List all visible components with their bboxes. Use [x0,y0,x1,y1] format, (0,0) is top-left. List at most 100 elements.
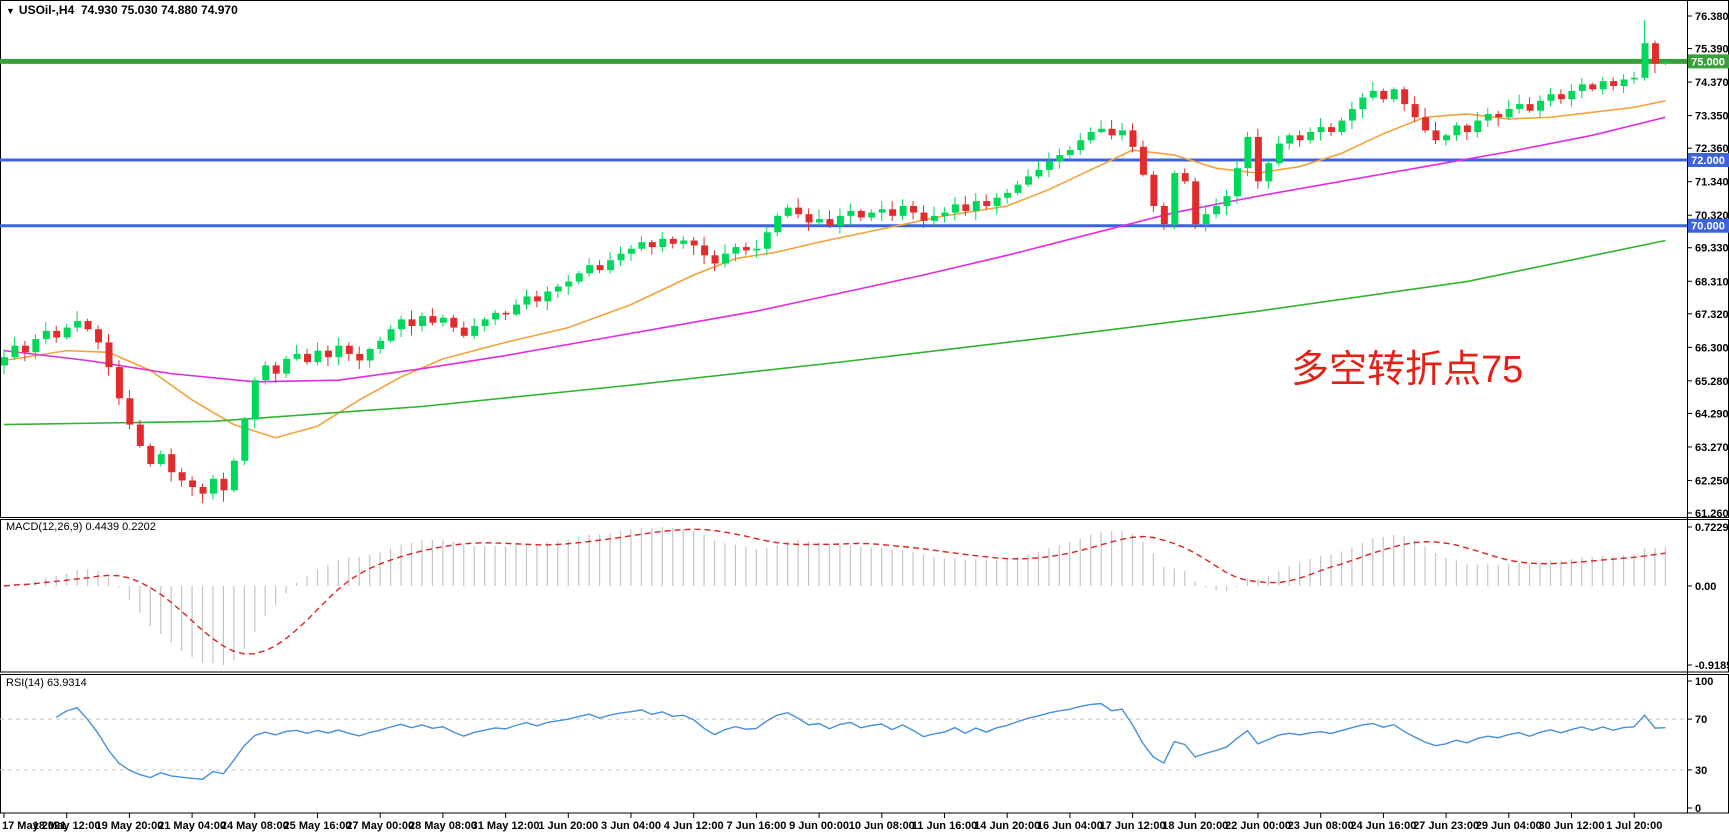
candle-body [1045,161,1053,170]
time-tick-label[interactable]: 17 Jun 12:00 [1100,820,1166,832]
candle-body [784,207,792,216]
symbol-dropdown-icon[interactable]: ▼ [6,6,15,16]
rsi-axis-label: 30 [1695,765,1707,777]
time-tick-label[interactable]: 31 May 12:00 [472,820,540,832]
time-tick-label[interactable]: 24 May 08:00 [221,820,289,832]
time-tick-label[interactable]: 14 Jun 20:00 [974,820,1040,832]
time-tick-label[interactable]: 30 Jun 12:00 [1538,820,1604,832]
time-tick-label[interactable]: 4 Jun 12:00 [664,820,724,832]
candle-body [1348,109,1356,121]
candle-body [878,209,886,213]
candle-body [1025,176,1033,185]
rsi-axis-label: 0 [1695,803,1701,815]
candle-body [795,207,803,215]
time-tick-label[interactable]: 11 Jun 16:00 [912,820,977,832]
time-tick-label[interactable]: 9 Jun 00:00 [789,820,849,832]
time-tick-label[interactable]: 18 Jun 20:00 [1162,820,1228,832]
candle-body [711,255,719,264]
candle-body [53,330,61,338]
candle-body [554,286,562,292]
time-tick-label[interactable]: 7 Jun 16:00 [726,820,786,832]
candle-body [147,445,155,465]
candle-body [1484,113,1492,121]
candle-body [1192,181,1200,225]
time-tick-label[interactable]: 17 May 2021 [2,820,66,832]
candle-body [42,330,50,340]
price-tick-label: 71.340 [1695,177,1729,189]
candle-body [857,210,865,218]
candle-body [836,215,844,226]
candle-body [356,353,364,361]
candle-body [1244,136,1252,169]
candle-body [1380,90,1388,100]
candle-body [283,358,291,374]
candle-body [1213,205,1221,215]
price-tick-label: 72.360 [1695,143,1729,155]
time-tick-label[interactable]: 25 May 16:00 [284,820,352,832]
candle-body [1442,135,1450,141]
time-tick-label[interactable]: 16 Jun 04:00 [1037,820,1103,832]
time-tick-label[interactable]: 3 Jun 04:00 [601,820,661,832]
candle-body [251,380,259,420]
candle-body [941,212,949,216]
time-tick-label[interactable]: 1 Jul 20:00 [1606,820,1662,832]
candle-body [1537,100,1545,111]
candle-body [920,212,928,221]
candle-body [565,281,573,287]
text-annotation[interactable]: 多空转折点75 [1291,349,1524,391]
candle-body [1620,79,1628,87]
candle-body [1004,192,1012,198]
time-tick-label[interactable]: 24 Jun 16:00 [1350,820,1416,832]
candle-body [1202,214,1210,225]
candle-body [1432,130,1440,141]
candle-body [1296,135,1304,141]
candle-body [199,487,207,494]
time-tick-label[interactable]: 29 Jun 04:00 [1476,820,1542,832]
time-tick-label[interactable]: 28 May 08:00 [409,820,477,832]
time-tick-label[interactable]: 1 Jun 20:00 [538,820,598,832]
macd-panel-border [0,519,1729,673]
candle-body [1317,127,1325,133]
candle-body [63,327,71,338]
candle-body [721,253,729,264]
time-tick-label[interactable]: 27 May 00:00 [346,820,414,832]
candle-body [11,345,19,358]
candle-body [492,312,500,320]
time-tick-label[interactable]: 22 Jun 00:00 [1225,820,1291,832]
candle-body [220,478,228,491]
candle-body [377,340,385,349]
candle-body [1307,132,1315,141]
candle-body [763,232,771,249]
time-tick-label[interactable]: 21 May 04:00 [158,820,226,832]
time-tick-label[interactable]: 10 Jun 08:00 [849,820,915,832]
price-tick-label: 66.300 [1695,342,1729,354]
time-tick-label[interactable]: 18 May 12:00 [33,820,101,832]
candle-body [1651,43,1659,64]
candle-body [1233,168,1241,197]
candle-body [1474,120,1482,133]
price-tick-label: 63.270 [1695,442,1729,454]
candle-body [502,312,510,315]
candle-body [1610,81,1618,87]
time-tick-label[interactable]: 27 Jun 23:00 [1413,820,1479,832]
symbol-label: USOil-,H4 [18,3,75,17]
candle-body [1526,104,1534,111]
price-badge-70.000 [1688,218,1729,233]
candle-body [1119,130,1127,136]
rsi-axis-label: 70 [1695,714,1707,726]
candle-body [1035,169,1043,177]
candle-body [1077,140,1085,151]
macd-axis-label: 0.00 [1695,581,1716,593]
candle-body [1578,84,1586,91]
price-tick-label: 67.320 [1695,309,1729,321]
candle-body [95,329,103,343]
chart-title: ▼ USOil-,H4 74.930 75.030 74.880 74.970 [6,3,238,17]
candle-body [366,348,374,361]
candle-body [868,212,876,218]
candle-body [993,197,1001,206]
time-tick-label[interactable]: 19 May 20:00 [95,820,163,832]
candle-body [1160,205,1168,225]
time-tick-label[interactable]: 23 Jun 08:00 [1288,820,1354,832]
candle-body [1139,146,1147,175]
